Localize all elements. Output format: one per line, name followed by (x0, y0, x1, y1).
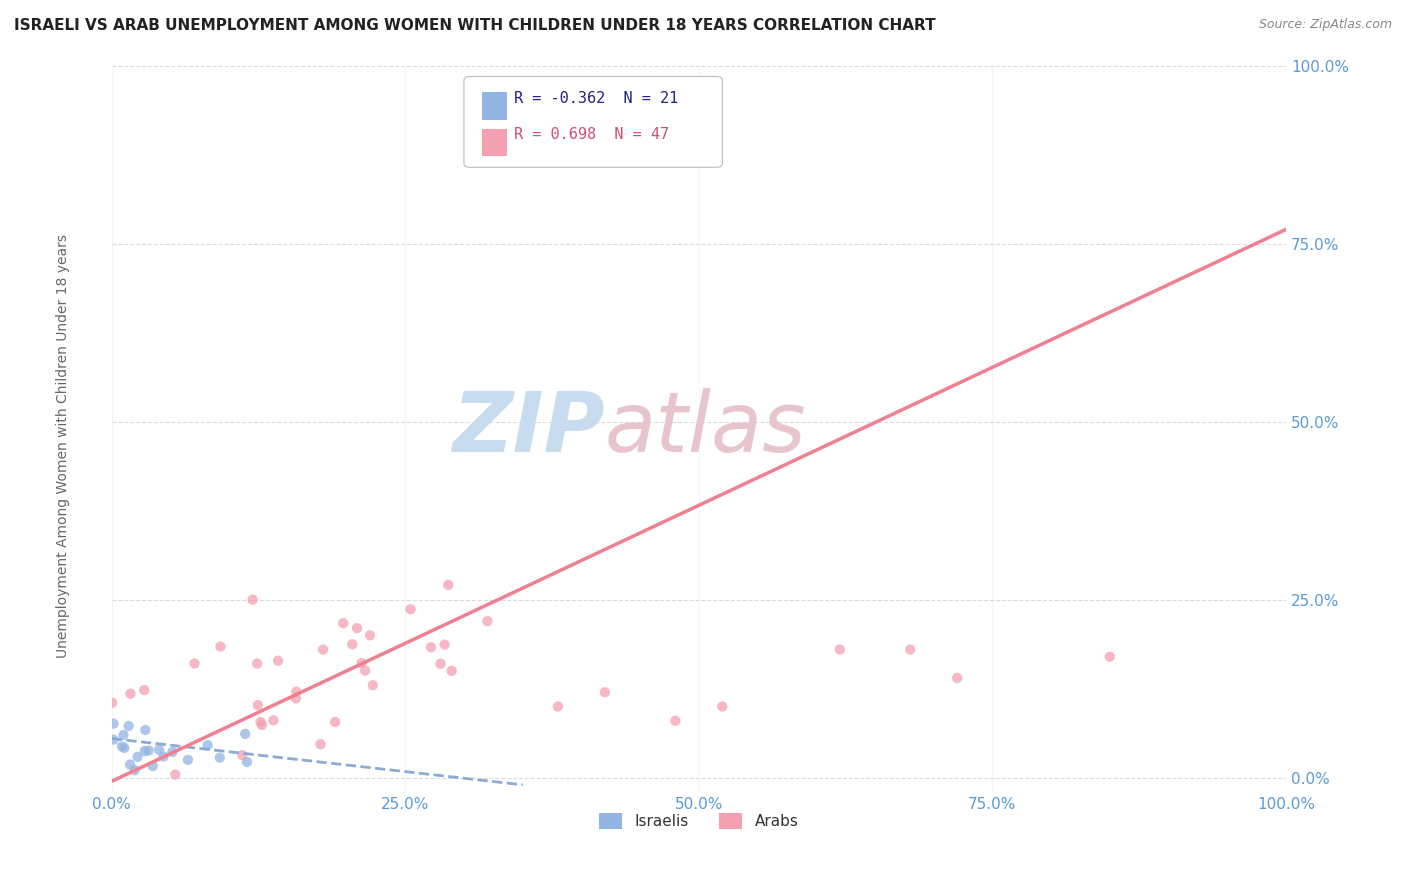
Text: R = -0.362  N = 21: R = -0.362 N = 21 (515, 91, 679, 106)
Point (165, 767, 187, 781)
Point (134, 744, 156, 758)
Point (120, 687, 142, 701)
Point (346, 621, 368, 635)
Point (309, 737, 332, 751)
Point (342, 637, 364, 651)
Point (112, 740, 135, 755)
Point (267, 654, 290, 668)
Point (134, 683, 156, 698)
Point (711, 699, 734, 714)
Point (399, 602, 422, 616)
Point (420, 640, 443, 655)
Point (233, 727, 256, 741)
Legend: Israelis, Arabs: Israelis, Arabs (593, 807, 804, 835)
Point (250, 718, 273, 732)
Point (152, 749, 174, 764)
Point (246, 698, 269, 713)
Point (118, 719, 141, 733)
Point (664, 714, 686, 728)
Text: Unemployment Among Women with Children Under 18 years: Unemployment Among Women with Children U… (56, 234, 70, 658)
Point (111, 739, 134, 754)
Point (242, 592, 264, 607)
Text: atlas: atlas (605, 388, 807, 469)
Point (593, 685, 616, 699)
Point (547, 699, 569, 714)
Point (828, 642, 851, 657)
Point (148, 743, 170, 757)
Point (236, 755, 259, 769)
Point (898, 642, 921, 657)
Point (361, 678, 384, 692)
Point (118, 757, 141, 772)
Text: ZIP: ZIP (453, 388, 605, 469)
FancyBboxPatch shape (464, 77, 723, 168)
Point (103, 732, 125, 747)
Point (433, 638, 456, 652)
Point (323, 714, 346, 729)
Point (231, 748, 253, 763)
Point (440, 664, 463, 678)
FancyBboxPatch shape (482, 93, 508, 120)
Point (429, 657, 451, 671)
Point (312, 642, 335, 657)
Point (103, 716, 125, 731)
Text: Source: ZipAtlas.com: Source: ZipAtlas.com (1258, 18, 1392, 31)
Point (183, 657, 205, 671)
Point (477, 614, 499, 628)
Point (197, 738, 219, 752)
Point (124, 763, 146, 777)
Point (177, 753, 200, 767)
Text: ISRAELI VS ARAB UNEMPLOYMENT AMONG WOMEN WITH CHILDREN UNDER 18 YEARS CORRELATIO: ISRAELI VS ARAB UNEMPLOYMENT AMONG WOMEN… (14, 18, 935, 33)
Point (142, 759, 165, 773)
Point (112, 728, 135, 742)
Point (138, 743, 160, 757)
Point (124, 45, 146, 59)
Point (946, 671, 969, 685)
Point (208, 750, 231, 764)
Point (285, 684, 308, 698)
Point (284, 691, 307, 706)
Point (209, 640, 232, 654)
Point (359, 628, 381, 642)
Point (350, 656, 373, 670)
Point (162, 745, 184, 759)
Text: R = 0.698  N = 47: R = 0.698 N = 47 (515, 127, 669, 142)
Point (101, 696, 124, 710)
Point (354, 664, 377, 678)
Point (332, 616, 354, 631)
Point (246, 657, 269, 671)
Point (1098, 649, 1121, 664)
Point (249, 714, 271, 729)
Point (437, 578, 460, 592)
FancyBboxPatch shape (482, 128, 508, 156)
Point (262, 714, 284, 728)
Point (127, 750, 149, 764)
Point (134, 723, 156, 737)
